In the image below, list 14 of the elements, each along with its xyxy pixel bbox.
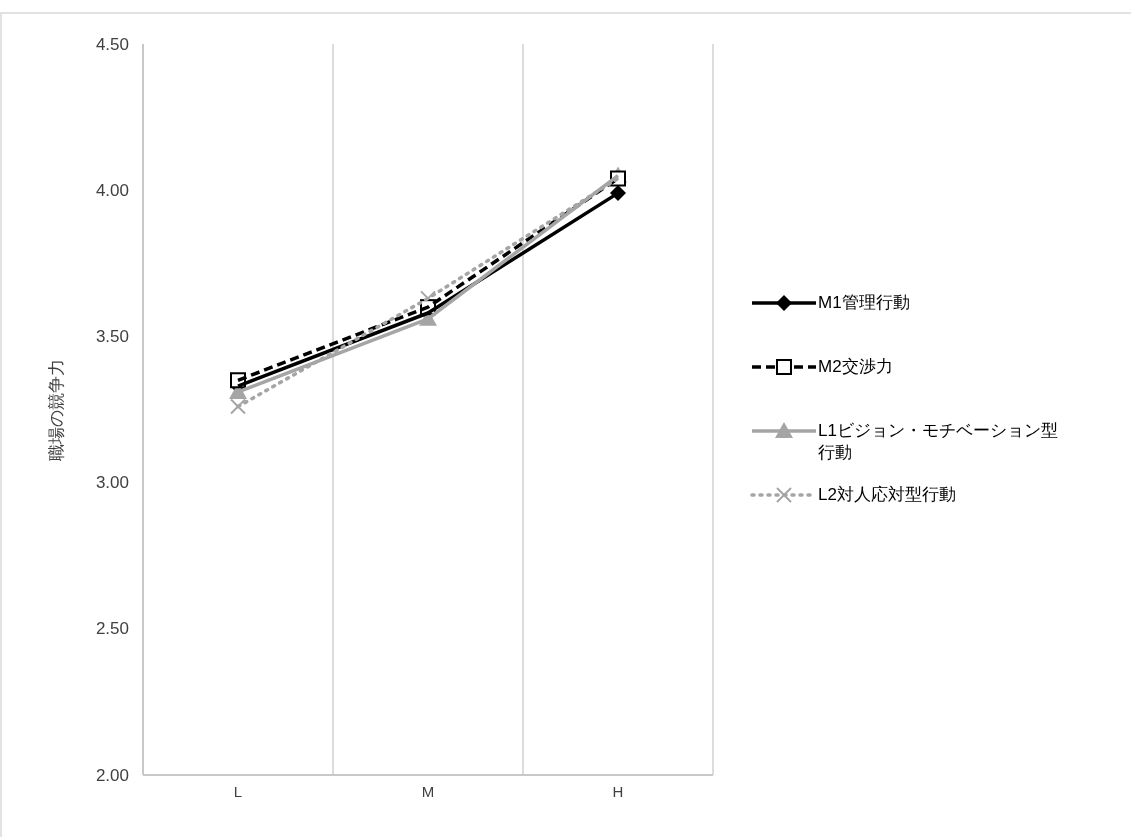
legend-label: L1ビジョン・モチベーション型行動: [818, 420, 1059, 464]
y-tick-label: 4.00: [95, 180, 129, 200]
legend-label: M1管理行動: [818, 292, 910, 314]
x-tick-label: M: [421, 783, 435, 800]
y-tick-label: 2.00: [95, 765, 129, 785]
legend-label: L2対人応対型行動: [818, 484, 956, 506]
legend-label: M2交渉力: [818, 356, 893, 378]
y-tick-label: 3.00: [95, 473, 129, 493]
x-tick-label: H: [612, 783, 624, 800]
y-tick-label: 3.50: [95, 326, 129, 346]
x-tick-label: L: [233, 783, 243, 800]
y-tick-label: 4.50: [95, 34, 129, 54]
y-tick-label: 2.50: [95, 619, 129, 639]
y-axis-title: 職場の競争力: [47, 358, 66, 461]
